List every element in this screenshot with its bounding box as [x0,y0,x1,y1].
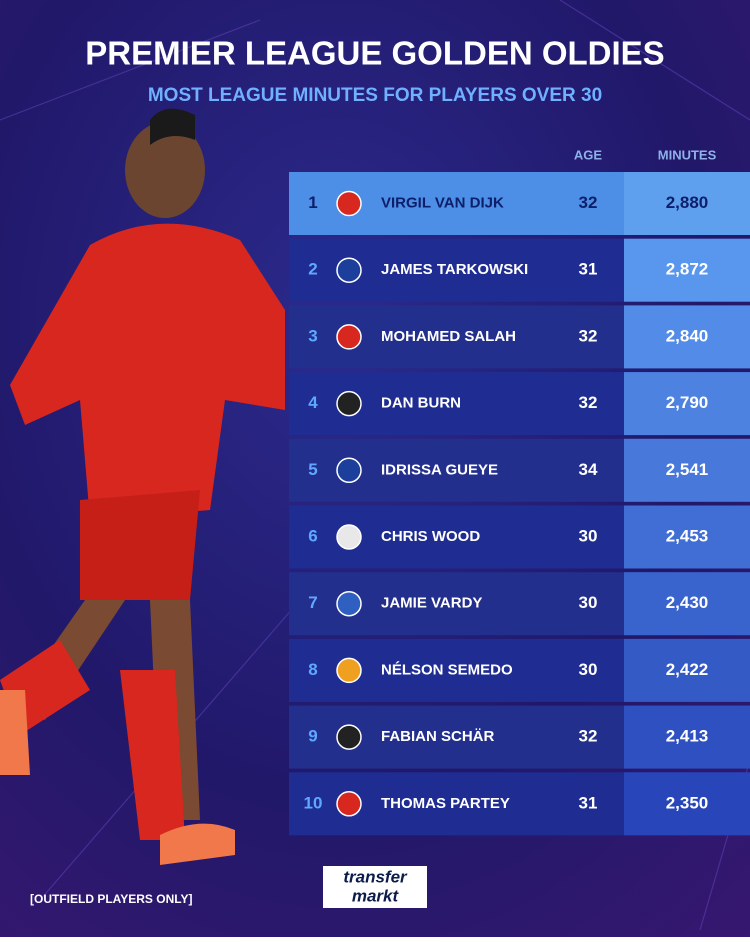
logo-text: transfer [343,867,408,886]
rank: 7 [308,593,317,612]
logo-text: markt [352,886,400,905]
minutes: 2,790 [666,393,709,412]
rank: 10 [304,793,323,812]
player-name: JAMIE VARDY [381,595,482,612]
player-name: FABIAN SCHÄR [381,728,495,745]
minutes-cell [624,172,750,235]
club-badge [336,791,362,817]
player-name: MOHAMED SALAH [381,328,516,345]
column-header: AGE [574,147,603,162]
age: 34 [579,460,598,479]
club-badge [336,190,362,217]
club-badge [336,324,362,350]
minutes-cell [624,505,750,569]
minutes-cell [624,705,750,769]
club-badge [336,390,362,417]
player-name: DAN BURN [381,395,461,412]
minutes-cell [624,772,750,836]
age: 30 [579,593,598,612]
minutes-cell [624,305,750,369]
rank: 1 [308,193,317,212]
minutes: 2,880 [666,193,709,212]
club-badge [336,657,362,684]
minutes: 2,350 [666,793,709,812]
player-name: NÉLSON SEMEDO [381,661,513,678]
age: 32 [579,727,598,746]
player-name: VIRGIL VAN DIJK [381,194,504,211]
rank: 3 [308,326,317,345]
player-name: IDRISSA GUEYE [381,461,498,478]
player-name: JAMES TARKOWSKI [381,261,528,278]
club-badge [336,590,362,617]
rank: 9 [308,727,317,746]
club-badge [336,257,362,283]
minutes-cell [624,638,750,702]
age: 32 [579,193,598,212]
minutes: 2,430 [666,593,709,612]
minutes: 2,413 [666,727,709,746]
minutes-cell [624,572,750,636]
club-badge [336,524,362,550]
minutes: 2,872 [666,260,709,279]
rank: 5 [308,460,317,479]
ranking-table: AGE MINUTES 1 VIRGIL VAN DIJK 32 2,880 2 JAMES … [289,147,750,836]
player-name: CHRIS WOOD [381,528,480,545]
rank: 4 [308,393,318,412]
title: PREMIER LEAGUE GOLDEN OLDIES [85,35,664,72]
logo-box [323,866,427,908]
rank: 6 [308,526,317,545]
age: 31 [579,793,598,812]
rank: 2 [308,260,317,279]
player-name: THOMAS PARTEY [381,795,510,812]
rank: 8 [308,660,317,679]
brand-logo: transfer markt [323,866,427,908]
minutes-cell [624,238,750,302]
player-illustration [0,108,285,865]
minutes-cell [624,372,750,436]
age: 30 [579,526,598,545]
age: 32 [579,393,598,412]
age: 32 [579,326,598,345]
age: 30 [579,660,598,679]
minutes: 2,453 [666,526,709,545]
subtitle: MOST LEAGUE MINUTES FOR PLAYERS OVER 30 [148,85,602,106]
footnote: [OUTFIELD PLAYERS ONLY] [30,892,192,906]
minutes-cell [624,438,750,502]
age: 31 [579,260,598,279]
column-header: MINUTES [658,147,717,162]
minutes: 2,840 [666,326,709,345]
club-badge [336,457,362,484]
minutes: 2,541 [666,460,709,479]
minutes: 2,422 [666,660,709,679]
club-badge [336,724,362,750]
